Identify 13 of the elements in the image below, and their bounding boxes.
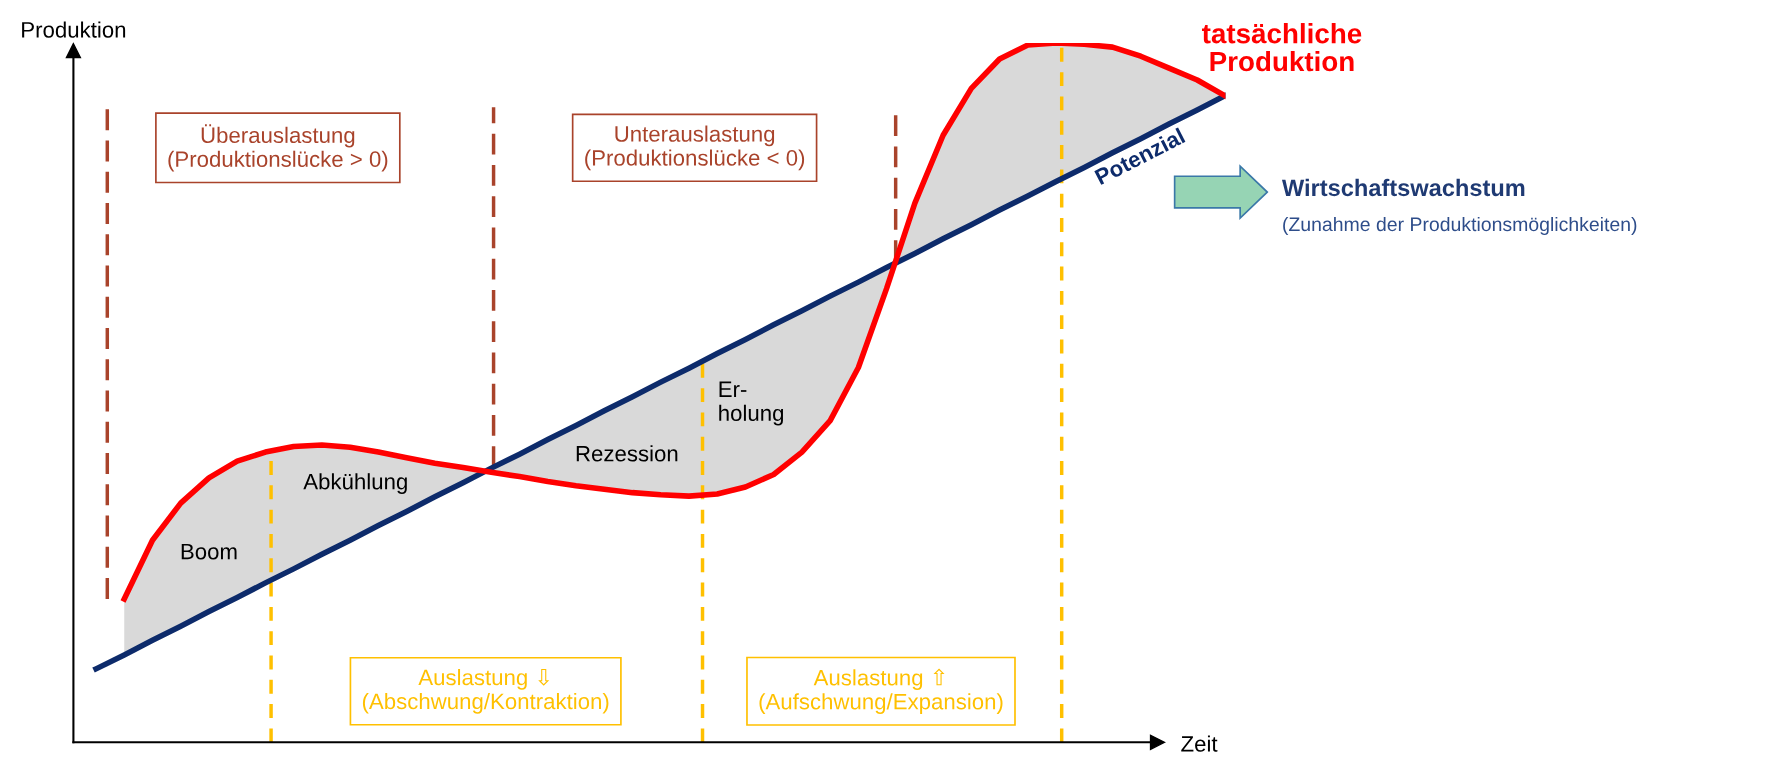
x-axis-title: Zeit — [1181, 735, 1218, 752]
series-label: tatsächliche Produktion — [1202, 23, 1362, 72]
annotation: Rezession — [576, 445, 678, 462]
text: Wirtschaftswachstum — [1281, 178, 1525, 197]
y-axis-title: Produktion — [22, 21, 126, 38]
annotation: Auslastung ⇧ (Aufschwung/Expansion) — [759, 668, 1003, 714]
annotation: Er- holung — [719, 381, 784, 426]
annotation: Boom — [181, 543, 237, 560]
annotation: Auslastung ⇩ (Abschwung/Kontraktion) — [362, 668, 609, 714]
annotation: Überauslastung (Produktionslücke > 0) — [168, 124, 388, 172]
annotation: Abkühlung — [303, 473, 407, 494]
annotation: Unterauslastung (Produktionslücke < 0) — [585, 125, 805, 171]
text: (Zunahme der Produktionsmöglichkeiten) — [1283, 216, 1637, 236]
